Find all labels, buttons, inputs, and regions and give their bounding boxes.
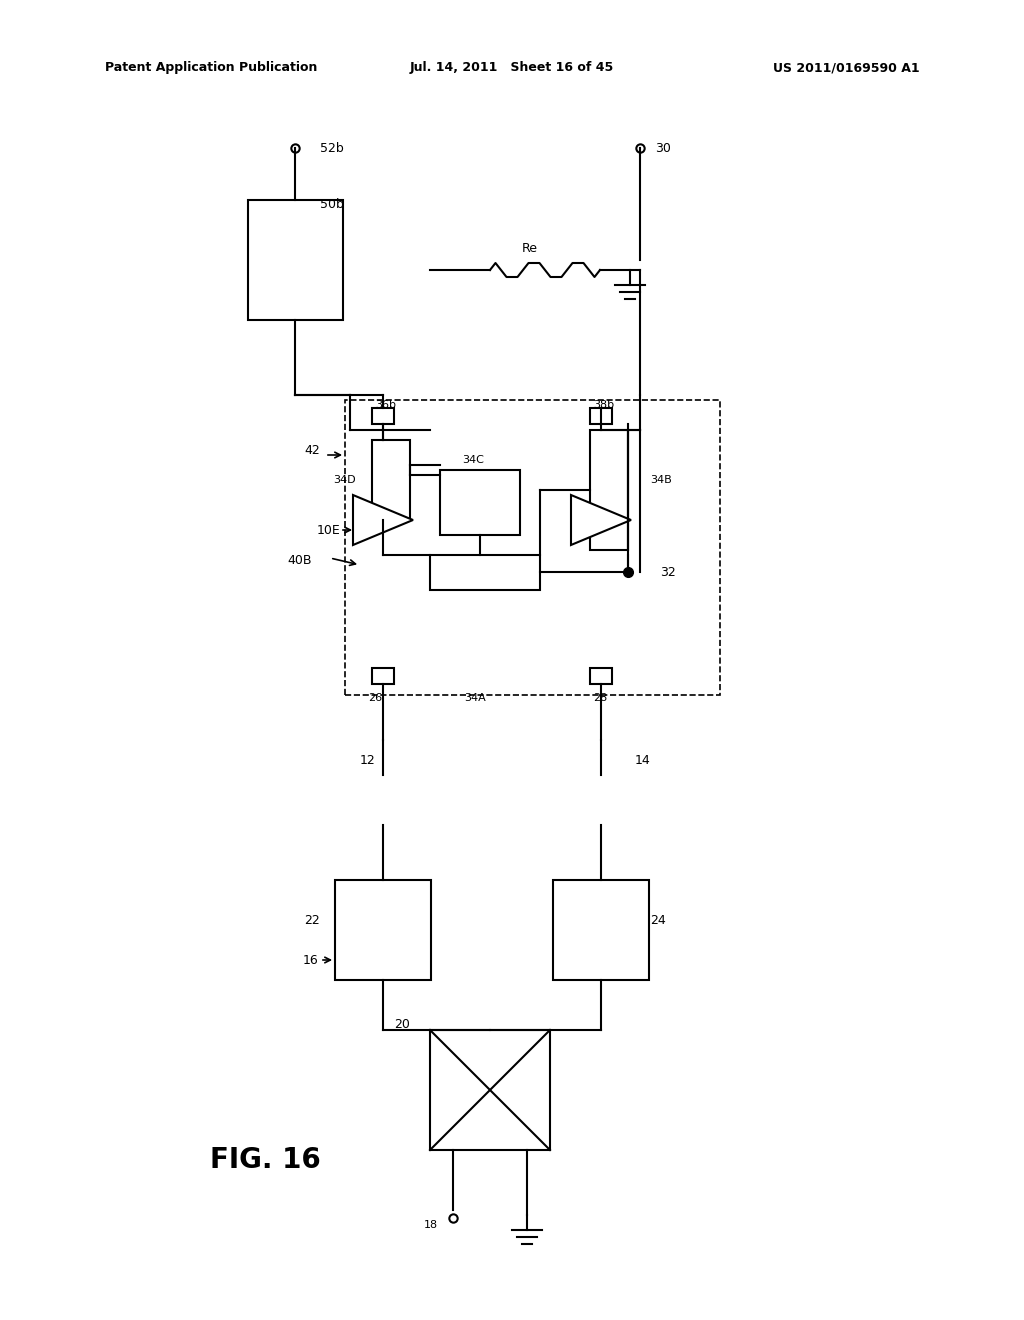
- Text: 28: 28: [593, 693, 607, 704]
- Text: 40B: 40B: [288, 553, 312, 566]
- Text: 34D: 34D: [334, 475, 356, 484]
- Bar: [372, 408, 394, 424]
- Text: 50b: 50b: [319, 198, 344, 211]
- Text: 18: 18: [424, 1220, 438, 1230]
- Bar: [335, 880, 431, 979]
- Bar: [372, 440, 410, 520]
- Bar: [248, 201, 343, 319]
- Text: 16: 16: [302, 953, 318, 966]
- Text: Jul. 14, 2011   Sheet 16 of 45: Jul. 14, 2011 Sheet 16 of 45: [410, 62, 614, 74]
- Bar: [590, 668, 612, 684]
- Text: Patent Application Publication: Patent Application Publication: [105, 62, 317, 74]
- Bar: [440, 470, 520, 535]
- Text: 14: 14: [635, 754, 650, 767]
- Text: 32: 32: [660, 565, 676, 578]
- Text: 22: 22: [304, 913, 319, 927]
- Text: 52b: 52b: [319, 141, 344, 154]
- Bar: [590, 408, 612, 424]
- Text: 24: 24: [650, 913, 666, 927]
- Text: 42: 42: [304, 444, 319, 457]
- Text: 38b: 38b: [593, 400, 614, 411]
- Bar: [590, 430, 628, 550]
- Bar: [430, 1030, 550, 1150]
- Bar: [430, 554, 540, 590]
- Text: US 2011/0169590 A1: US 2011/0169590 A1: [773, 62, 920, 74]
- Bar: [372, 668, 394, 684]
- Text: 36b: 36b: [375, 400, 396, 411]
- Text: 20: 20: [394, 1019, 410, 1031]
- Text: 10E: 10E: [316, 524, 340, 536]
- Polygon shape: [353, 495, 413, 545]
- Text: 26: 26: [368, 693, 382, 704]
- Text: 12: 12: [360, 754, 376, 767]
- Text: 34B: 34B: [650, 475, 672, 484]
- Text: 34C: 34C: [462, 455, 484, 465]
- Text: 30: 30: [655, 141, 671, 154]
- Text: Re: Re: [522, 242, 538, 255]
- Polygon shape: [571, 495, 631, 545]
- Bar: [345, 400, 720, 696]
- Text: 34A: 34A: [464, 693, 485, 704]
- Text: FIG. 16: FIG. 16: [210, 1146, 321, 1173]
- Bar: [553, 880, 649, 979]
